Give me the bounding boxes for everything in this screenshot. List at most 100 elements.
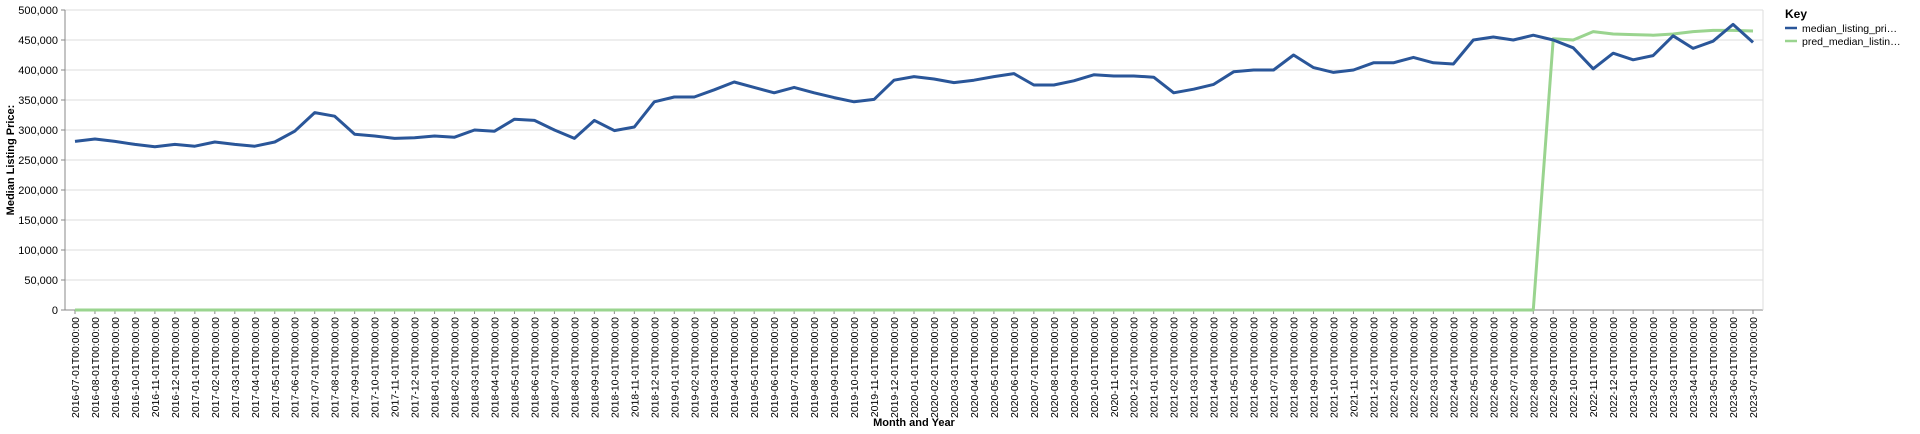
legend-label: pred_median_listin… (1802, 36, 1901, 48)
x-tick-label: 2018-10-01T00:00:00 (609, 317, 621, 418)
x-tick-label: 2023-06-01T00:00:00 (1728, 317, 1740, 418)
x-tick-label: 2020-05-01T00:00:00 (989, 317, 1001, 418)
x-tick-label: 2016-08-01T00:00:00 (90, 317, 102, 418)
series-line (74, 22, 1755, 149)
legend-label: median_listing_pri… (1802, 23, 1897, 35)
x-tick-label: 2020-03-01T00:00:00 (949, 317, 961, 418)
x-tick-label: 2017-12-01T00:00:00 (410, 317, 422, 418)
y-tick-label: 300,000 (18, 125, 58, 137)
x-tick-label: 2016-09-01T00:00:00 (110, 317, 122, 418)
x-tick-label: 2019-06-01T00:00:00 (769, 317, 781, 418)
x-tick-label: 2023-03-01T00:00:00 (1668, 317, 1680, 418)
x-tick-label: 2019-03-01T00:00:00 (709, 317, 721, 418)
legend-title: Key (1785, 7, 1807, 21)
x-tick-label: 2021-03-01T00:00:00 (1189, 317, 1201, 418)
x-tick-label: 2023-05-01T00:00:00 (1708, 317, 1720, 418)
x-tick-label: 2019-11-01T00:00:00 (869, 317, 881, 417)
x-tick-label: 2020-02-01T00:00:00 (929, 317, 941, 418)
x-tick-label: 2021-11-01T00:00:00 (1348, 317, 1360, 417)
x-tick-label: 2022-11-01T00:00:00 (1588, 317, 1600, 417)
x-tick-label: 2019-08-01T00:00:00 (809, 317, 821, 418)
x-tick-label: 2023-02-01T00:00:00 (1648, 317, 1660, 418)
x-tick-label: 2020-07-01T00:00:00 (1029, 317, 1041, 418)
x-tick-label: 2017-10-01T00:00:00 (370, 317, 382, 418)
y-tick-label: 250,000 (18, 155, 58, 167)
x-tick-label: 2017-03-01T00:00:00 (230, 317, 242, 418)
x-tick-label: 2017-01-01T00:00:00 (190, 317, 202, 418)
x-tick-label: 2022-05-01T00:00:00 (1468, 317, 1480, 418)
y-tick-label: 50,000 (24, 275, 58, 287)
x-tick-label: 2019-10-01T00:00:00 (849, 317, 861, 418)
x-tick-label: 2017-08-01T00:00:00 (330, 317, 342, 418)
x-tick-label: 2018-04-01T00:00:00 (489, 317, 501, 418)
x-tick-label: 2023-07-01T00:00:00 (1748, 317, 1760, 418)
x-tick-label: 2021-04-01T00:00:00 (1209, 317, 1221, 418)
y-tick-label: 450,000 (18, 35, 58, 47)
x-tick-label: 2021-05-01T00:00:00 (1229, 317, 1241, 418)
x-tick-label: 2018-06-01T00:00:00 (529, 317, 541, 418)
x-axis-title: Month and Year (873, 417, 955, 429)
x-tick-label: 2016-10-01T00:00:00 (130, 317, 142, 418)
x-tick-label: 2019-01-01T00:00:00 (669, 317, 681, 418)
y-tick-label: 150,000 (18, 215, 58, 227)
x-tick-label: 2017-09-01T00:00:00 (350, 317, 362, 418)
x-tick-label: 2022-08-01T00:00:00 (1528, 317, 1540, 418)
x-tick-label: 2022-10-01T00:00:00 (1568, 317, 1580, 418)
x-tick-label: 2019-05-01T00:00:00 (749, 317, 761, 418)
x-tick-label: 2018-05-01T00:00:00 (509, 317, 521, 418)
x-tick-label: 2020-08-01T00:00:00 (1049, 317, 1061, 418)
x-tick-label: 2021-10-01T00:00:00 (1329, 317, 1341, 418)
x-tick-label: 2018-01-01T00:00:00 (430, 317, 442, 418)
x-tick-label: 2018-08-01T00:00:00 (569, 317, 581, 418)
x-tick-label: 2017-11-01T00:00:00 (390, 317, 402, 417)
x-tick-label: 2022-06-01T00:00:00 (1488, 317, 1500, 418)
series-line (74, 28, 1754, 312)
x-tick-label: 2021-09-01T00:00:00 (1309, 317, 1321, 418)
x-tick-label: 2018-02-01T00:00:00 (450, 317, 462, 418)
x-tick-label: 2020-10-01T00:00:00 (1089, 317, 1101, 418)
x-tick-label: 2022-07-01T00:00:00 (1508, 317, 1520, 418)
y-tick-label: 100,000 (18, 245, 58, 257)
y-tick-label: 500,000 (18, 5, 58, 17)
y-tick-label: 400,000 (18, 65, 58, 77)
x-tick-label: 2019-07-01T00:00:00 (789, 317, 801, 418)
x-tick-label: 2020-12-01T00:00:00 (1129, 317, 1141, 418)
x-tick-label: 2020-06-01T00:00:00 (1009, 317, 1021, 418)
x-tick-label: 2022-03-01T00:00:00 (1428, 317, 1440, 418)
x-tick-label: 2017-04-01T00:00:00 (250, 317, 262, 418)
y-tick-label: 0 (52, 305, 58, 317)
x-tick-label: 2016-12-01T00:00:00 (170, 317, 182, 418)
x-tick-label: 2021-02-01T00:00:00 (1169, 317, 1181, 418)
x-tick-label: 2018-12-01T00:00:00 (649, 317, 661, 418)
x-tick-label: 2018-03-01T00:00:00 (470, 317, 482, 418)
x-tick-label: 2018-11-01T00:00:00 (629, 317, 641, 417)
x-tick-label: 2018-07-01T00:00:00 (549, 317, 561, 418)
x-tick-label: 2019-04-01T00:00:00 (729, 317, 741, 418)
x-tick-label: 2021-08-01T00:00:00 (1289, 317, 1301, 418)
x-tick-label: 2016-11-01T00:00:00 (150, 317, 162, 417)
x-tick-label: 2017-06-01T00:00:00 (290, 317, 302, 418)
x-tick-label: 2017-05-01T00:00:00 (270, 317, 282, 418)
x-tick-label: 2016-07-01T00:00:00 (70, 317, 82, 418)
x-tick-label: 2020-04-01T00:00:00 (969, 317, 981, 418)
x-tick-label: 2022-02-01T00:00:00 (1408, 317, 1420, 418)
x-tick-label: 2022-01-01T00:00:00 (1388, 317, 1400, 418)
x-tick-label: 2020-01-01T00:00:00 (909, 317, 921, 418)
x-tick-label: 2017-07-01T00:00:00 (310, 317, 322, 418)
x-tick-label: 2019-09-01T00:00:00 (829, 317, 841, 418)
x-tick-label: 2021-07-01T00:00:00 (1269, 317, 1281, 418)
x-tick-label: 2021-12-01T00:00:00 (1368, 317, 1380, 418)
x-tick-label: 2021-06-01T00:00:00 (1249, 317, 1261, 418)
x-tick-label: 2023-04-01T00:00:00 (1688, 317, 1700, 418)
x-tick-label: 2022-09-01T00:00:00 (1548, 317, 1560, 418)
x-tick-label: 2020-09-01T00:00:00 (1069, 317, 1081, 418)
x-tick-label: 2022-04-01T00:00:00 (1448, 317, 1460, 418)
y-tick-label: 200,000 (18, 185, 58, 197)
x-tick-label: 2017-02-01T00:00:00 (210, 317, 222, 418)
x-tick-label: 2023-01-01T00:00:00 (1628, 317, 1640, 418)
x-tick-label: 2021-01-01T00:00:00 (1149, 317, 1161, 418)
x-tick-label: 2019-02-01T00:00:00 (689, 317, 701, 418)
x-tick-label: 2018-09-01T00:00:00 (589, 317, 601, 418)
